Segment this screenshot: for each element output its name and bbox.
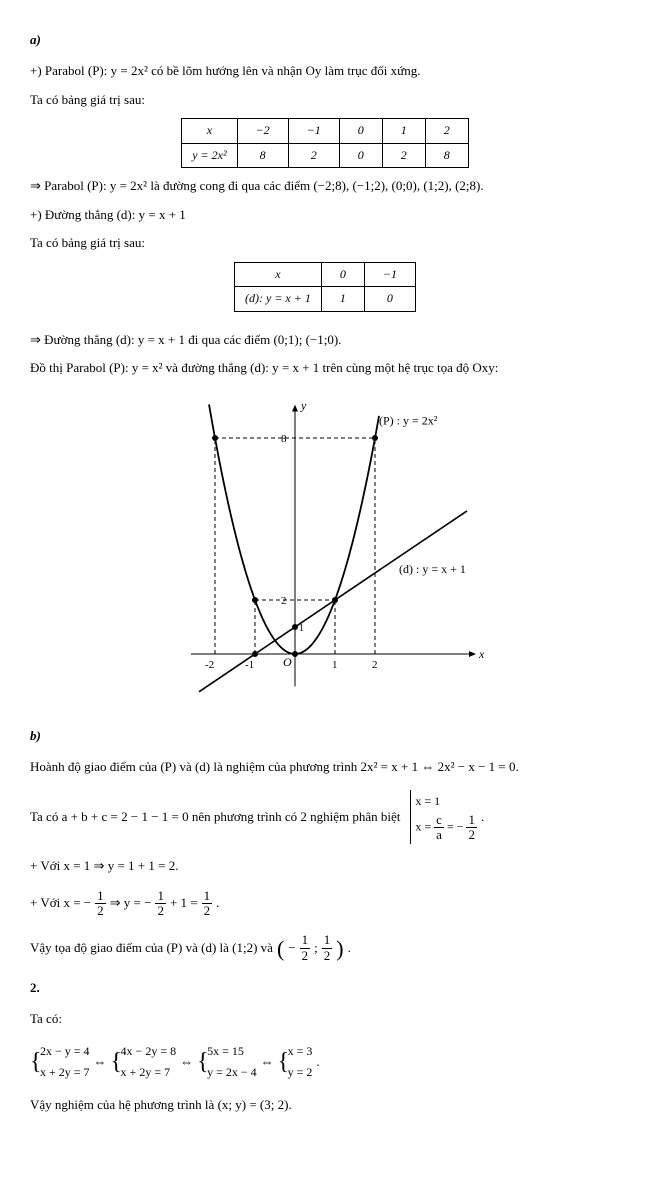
table-cell: 0	[339, 119, 382, 143]
eq-row-1: 2x − y = 4	[40, 1042, 90, 1061]
sol-1: x = 1	[415, 792, 477, 811]
graph-svg: xyO-2-112281(P) : y = 2x²(d) : y = x + 1	[165, 394, 485, 704]
section-b-label: b)	[30, 726, 620, 747]
svg-text:2: 2	[281, 595, 287, 607]
eq-row-2: y = 2	[288, 1063, 313, 1082]
fraction: 12	[466, 813, 477, 843]
fraction: 12	[155, 889, 166, 919]
svg-text:x: x	[478, 647, 485, 661]
svg-text:-2: -2	[205, 659, 214, 671]
table-cell: 2	[425, 119, 468, 143]
table-cell: 0	[339, 143, 382, 167]
brace-1: 2x − y = 4 x + 2y = 7	[30, 1041, 90, 1082]
table-cell: x	[182, 119, 237, 143]
svg-text:O: O	[283, 655, 292, 669]
para-b1: Hoành độ giao điểm của (P) và (d) là ngh…	[30, 757, 620, 778]
graph-figure: xyO-2-112281(P) : y = 2x²(d) : y = x + 1	[30, 394, 620, 711]
text: −	[288, 938, 295, 959]
eq-row-1: 5x = 15	[207, 1042, 257, 1061]
table-cell: −2	[237, 119, 288, 143]
text: .	[216, 893, 219, 914]
table-cell: 8	[237, 143, 288, 167]
brace-4: x = 3 y = 2	[278, 1041, 313, 1082]
text: + Với x = −	[30, 893, 91, 914]
para-2-2: Vậy nghiệm của hệ phương trình là (x; y)…	[30, 1095, 620, 1116]
text: .	[316, 1052, 319, 1073]
svg-text:2: 2	[372, 659, 378, 671]
solution-bracket: x = 1 x = ca = − 12	[410, 790, 477, 845]
text: (	[277, 931, 284, 966]
eq-row-1: x = 3	[288, 1042, 313, 1061]
table-cell: y = 2x²	[182, 143, 237, 167]
text: x =	[415, 819, 431, 833]
text: ⇔	[261, 1052, 274, 1073]
eq-row-2: x + 2y = 7	[121, 1063, 177, 1082]
para-4: +) Đường thẳng (d): y = x + 1	[30, 205, 620, 226]
svg-text:8: 8	[281, 433, 287, 445]
fraction: 12	[300, 933, 311, 963]
text: = −	[447, 819, 464, 833]
fraction: 12	[202, 889, 213, 919]
table-cell: x	[235, 263, 322, 287]
text: .	[481, 807, 484, 828]
para-3: ⇒ Parabol (P): y = 2x² là đường cong đi …	[30, 176, 620, 197]
fraction: ca	[434, 813, 444, 843]
para-1: +) Parabol (P): y = 2x² có bề lõm hướng …	[30, 61, 620, 82]
text: ⇔	[180, 1052, 193, 1073]
svg-text:(P) : y = 2x²: (P) : y = 2x²	[379, 414, 438, 428]
para-6: ⇒ Đường thẳng (d): y = x + 1 đi qua các …	[30, 330, 620, 351]
svg-text:1: 1	[332, 659, 338, 671]
para-b4: + Với x = − 12 ⇒ y = − 12 + 1 = 12 .	[30, 889, 620, 919]
para-b2: Ta có a + b + c = 2 − 1 − 1 = 0 nên phươ…	[30, 790, 620, 845]
text: ⇔	[94, 1052, 107, 1073]
para-5: Ta có bảng giá trị sau:	[30, 233, 620, 254]
svg-text:-1: -1	[245, 659, 254, 671]
table-row: (d): y = x + 1 1 0	[235, 287, 416, 311]
table-row: x −2 −1 0 1 2	[182, 119, 469, 143]
table-cell: 8	[425, 143, 468, 167]
text: ;	[314, 938, 318, 959]
table-cell: −1	[364, 263, 415, 287]
para-b5: Vậy tọa độ giao điểm của (P) và (d) là (…	[30, 931, 620, 966]
table-cell: 1	[382, 119, 425, 143]
section-2-label: 2.	[30, 978, 620, 999]
fraction: 12	[322, 933, 333, 963]
system-eq: 2x − y = 4 x + 2y = 7 ⇔ 4x − 2y = 8 x + …	[30, 1041, 620, 1082]
text: Ta có a + b + c = 2 − 1 − 1 = 0 nên phươ…	[30, 807, 400, 828]
sol-2: x = ca = − 12	[415, 813, 477, 843]
table-cell: 0	[364, 287, 415, 311]
text: ⇒ y = −	[110, 893, 152, 914]
table-row: y = 2x² 8 2 0 2 8	[182, 143, 469, 167]
eq-row-2: y = 2x − 4	[207, 1063, 257, 1082]
table-cell: 2	[382, 143, 425, 167]
para-2-1: Ta có:	[30, 1009, 620, 1030]
text: )	[336, 931, 343, 966]
table-cell: −1	[288, 119, 339, 143]
table-cell: 0	[321, 263, 364, 287]
table-cell: (d): y = x + 1	[235, 287, 322, 311]
eq-row-1: 4x − 2y = 8	[121, 1042, 177, 1061]
fraction: 12	[95, 889, 106, 919]
brace-2: 4x − 2y = 8 x + 2y = 7	[111, 1041, 177, 1082]
table-1: x −2 −1 0 1 2 y = 2x² 8 2 0 2 8	[181, 118, 469, 167]
section-a-label: a)	[30, 30, 620, 51]
para-7: Đồ thị Parabol (P): y = x² và đường thẳn…	[30, 358, 620, 379]
svg-text:(d) : y = x + 1: (d) : y = x + 1	[399, 562, 466, 576]
table-cell: 1	[321, 287, 364, 311]
svg-text:y: y	[300, 399, 307, 413]
table-cell: 2	[288, 143, 339, 167]
table-row: x 0 −1	[235, 263, 416, 287]
brace-3: 5x = 15 y = 2x − 4	[197, 1041, 257, 1082]
para-2: Ta có bảng giá trị sau:	[30, 90, 620, 111]
eq-row-2: x + 2y = 7	[40, 1063, 90, 1082]
table-2: x 0 −1 (d): y = x + 1 1 0	[234, 262, 416, 311]
para-b3: + Với x = 1 ⇒ y = 1 + 1 = 2.	[30, 856, 620, 877]
text: Vậy tọa độ giao điểm của (P) và (d) là (…	[30, 938, 273, 959]
text: .	[348, 938, 351, 959]
text: + 1 =	[170, 893, 198, 914]
